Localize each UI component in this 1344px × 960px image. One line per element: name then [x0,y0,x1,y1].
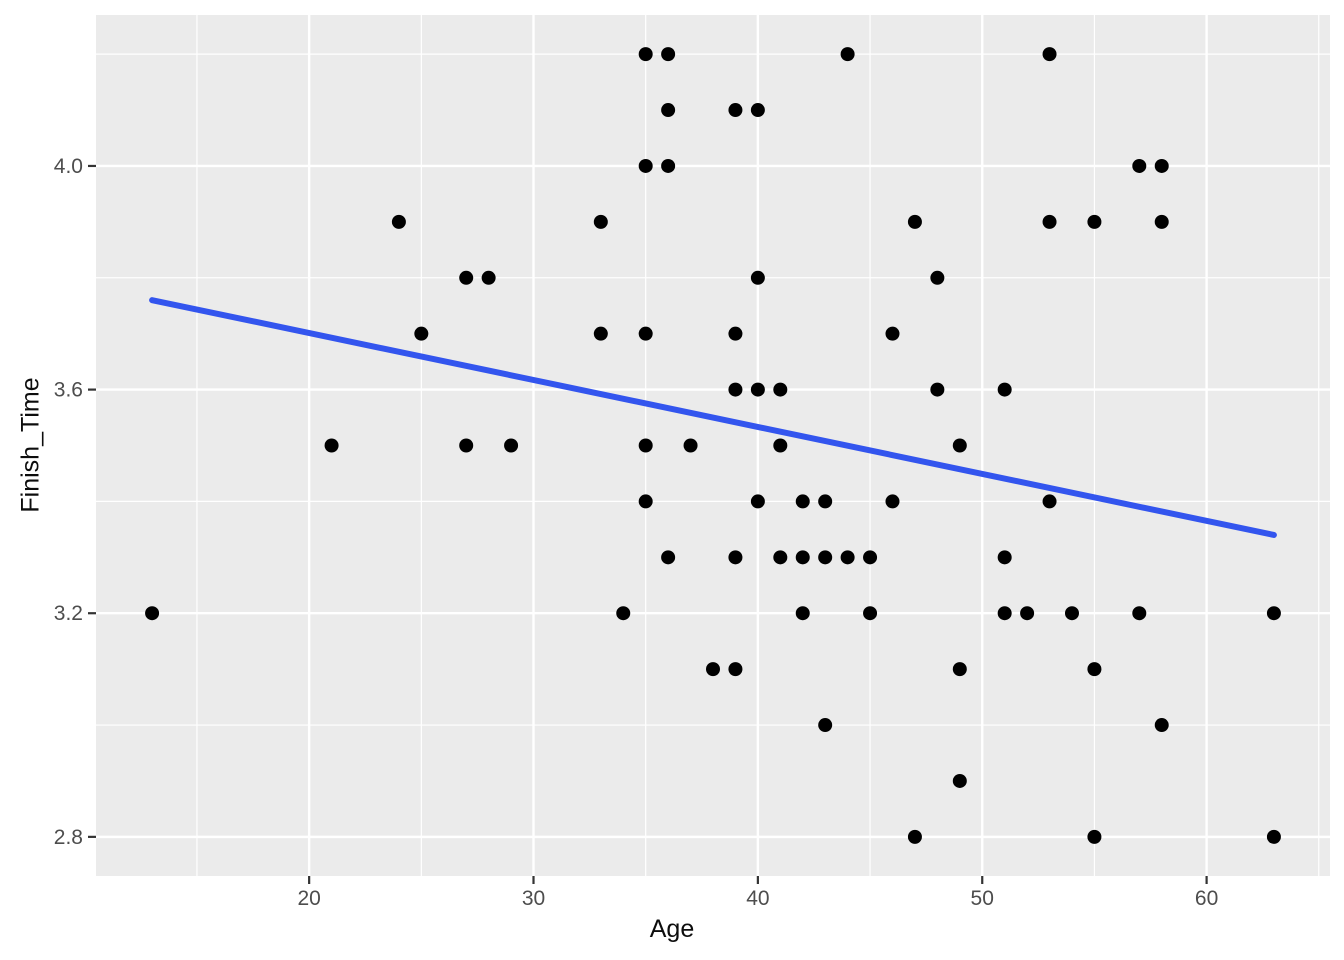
data-point [750,270,765,285]
data-point [1064,606,1079,621]
data-point [1087,214,1102,229]
data-point [459,270,474,285]
data-point [863,606,878,621]
data-point [145,606,160,621]
data-point [728,103,743,118]
data-point [504,438,519,453]
trend-line [149,297,1277,538]
x-tick-label: 40 [746,887,769,910]
data-point [459,438,474,453]
data-point [930,270,945,285]
x-tick-label: 60 [1195,887,1218,910]
data-point [997,550,1012,565]
data-point [1087,829,1102,844]
data-point [728,550,743,565]
plot-panel [96,15,1330,876]
data-point [638,47,653,62]
data-point [773,550,788,565]
data-point [1266,606,1281,621]
data-point [885,494,900,509]
y-tick-label: 3.6 [54,379,83,402]
data-point [952,662,967,677]
data-point [818,494,833,509]
data-point [952,438,967,453]
data-point [840,550,855,565]
data-point [1154,718,1169,733]
data-point [661,550,676,565]
data-point [1154,158,1169,173]
y-axis-title: Finish_Time [16,377,45,513]
data-point [907,214,922,229]
data-point [638,494,653,509]
data-point [728,662,743,677]
data-point [324,438,339,453]
data-point [728,382,743,397]
data-point [930,382,945,397]
data-point [750,494,765,509]
data-point [885,326,900,341]
data-point [795,606,810,621]
data-point [795,494,810,509]
data-point [638,158,653,173]
data-point [728,326,743,341]
data-point [706,662,720,677]
x-tick-label: 30 [522,887,545,910]
data-point [997,606,1012,621]
data-point [638,438,653,453]
data-point [391,214,406,229]
data-point [661,103,676,118]
y-tick-label: 3.2 [54,602,83,625]
data-point [773,438,788,453]
data-point [840,47,855,62]
y-tick-label: 2.8 [54,826,83,849]
y-tick-label: 4.0 [54,155,83,178]
data-point [1042,214,1057,229]
data-point [863,550,878,565]
data-point [750,103,765,118]
data-point [414,326,429,341]
data-point [1132,158,1147,173]
data-point [683,438,698,453]
data-point [1042,494,1057,509]
data-point [795,550,810,565]
x-tick-label: 50 [971,887,994,910]
data-point [1154,214,1169,229]
data-point [661,158,676,173]
data-point [997,382,1012,397]
data-point [616,606,631,621]
x-tick-label: 20 [297,887,320,910]
data-point [818,550,833,565]
data-point [1266,829,1281,844]
data-point [661,47,676,62]
data-point [952,773,967,788]
data-point [907,829,922,844]
data-point [1020,606,1035,621]
data-point [1132,606,1147,621]
data-point [593,326,608,341]
data-point [1042,47,1057,62]
x-axis-title: Age [649,915,695,943]
data-point [638,326,653,341]
data-point [773,382,788,397]
data-point [818,718,833,733]
data-point [481,270,496,285]
data-point [1087,662,1102,677]
data-point [750,382,765,397]
data-point [593,214,608,229]
